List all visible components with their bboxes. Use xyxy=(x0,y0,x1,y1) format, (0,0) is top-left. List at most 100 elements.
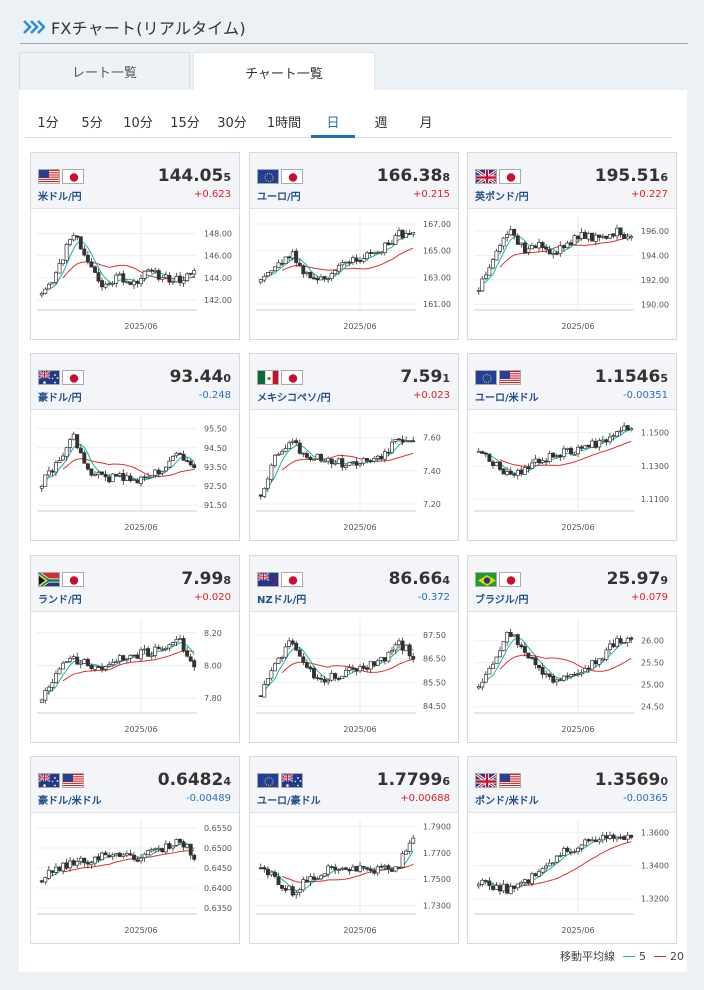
chart-card[interactable]: ユーロ/豪ドル 1.77996 +0.00688 1.7900 1.7700 1.7500… xyxy=(249,756,459,944)
chart-card[interactable]: ユーロ/米ドル 1.15465 -0.00351 1.1500 1.1300 1.1100… xyxy=(467,353,677,541)
candle xyxy=(604,235,609,240)
currency-pair-label[interactable]: 豪ドル/円 xyxy=(38,393,82,404)
currency-flags xyxy=(38,169,84,184)
price-pip-digit: 6 xyxy=(660,171,668,184)
period-tab-30min[interactable]: 30分 xyxy=(217,116,247,131)
candlestick-chart[interactable]: 0.6550 0.6500 0.6450 0.6400 0.6350 2025/06 xyxy=(31,814,239,943)
tab-rate-list[interactable]: レート一覧 xyxy=(19,52,190,90)
period-tab-day[interactable]: 日 xyxy=(311,106,355,138)
chart-card[interactable]: メキシコペソ/円 7.591 +0.023 7.60 7.40 7.20 2025/06 xyxy=(249,353,459,541)
ma20-line xyxy=(281,452,414,471)
candle xyxy=(583,837,588,846)
view-tabs: レート一覧 チャート一覧 xyxy=(19,52,687,92)
candlestick-chart[interactable]: 95.50 94.50 93.50 92.50 91.50 2025/06 xyxy=(31,411,239,540)
chart-card[interactable]: NZドル/円 86.664 -0.372 87.50 86.50 85.50 84.50 20… xyxy=(249,555,459,743)
currency-pair-label[interactable]: 米ドル/円 xyxy=(38,192,82,203)
chart-card[interactable]: 豪ドル/米ドル 0.64824 -0.00489 0.6550 0.6500 0.6450… xyxy=(30,756,240,944)
australia-flag-icon xyxy=(38,370,60,385)
candle xyxy=(146,645,151,657)
candlestick-chart[interactable]: 87.50 86.50 85.50 84.50 2025/06 xyxy=(250,613,458,742)
period-tab-1min[interactable]: 1分 xyxy=(37,116,59,131)
candlestick-chart[interactable]: 196.00 194.00 192.00 190.00 2025/06 xyxy=(468,210,676,339)
candle xyxy=(397,866,401,869)
y-tick-label: 7.40 xyxy=(423,467,441,476)
candle xyxy=(491,257,495,270)
y-tick-label: 192.00 xyxy=(641,276,669,285)
currency-pair-label[interactable]: ブラジル/円 xyxy=(475,595,529,606)
currency-pair-label[interactable]: ポンド/米ドル xyxy=(475,796,539,807)
y-tick-label: 0.6450 xyxy=(204,864,232,873)
candle xyxy=(110,852,115,860)
currency-pair-label[interactable]: メキシコペソ/円 xyxy=(257,393,331,404)
candle xyxy=(283,643,288,660)
candle xyxy=(326,678,331,686)
candle xyxy=(526,878,531,886)
y-tick-label: 1.7700 xyxy=(423,849,451,858)
candlestick-chart[interactable]: 1.3600 1.3400 1.3200 2025/06 xyxy=(468,814,676,943)
candle xyxy=(107,852,112,859)
currency-pair-label[interactable]: ランド/円 xyxy=(38,595,82,606)
candle xyxy=(297,647,302,657)
australia-flag-icon xyxy=(38,773,60,788)
candle xyxy=(171,641,175,647)
candle xyxy=(117,851,122,858)
candle xyxy=(565,240,570,249)
candle xyxy=(600,832,605,844)
candlestick-chart[interactable]: 1.1500 1.1300 1.1100 2025/06 xyxy=(468,411,676,540)
y-tick-label: 93.50 xyxy=(204,463,227,472)
period-tab-5min[interactable]: 5分 xyxy=(81,116,103,131)
candlestick-chart[interactable]: 8.20 8.00 7.80 2025/06 xyxy=(31,613,239,742)
currency-pair-label[interactable]: ユーロ/円 xyxy=(257,192,301,203)
chart-card[interactable]: ブラジル/円 25.979 +0.079 26.00 25.50 25.00 24.50 20… xyxy=(467,555,677,743)
candlestick-chart[interactable]: 148.00 146.00 144.00 142.00 2025/06 xyxy=(31,210,239,339)
candle xyxy=(491,661,495,670)
candle xyxy=(519,642,524,649)
candle xyxy=(163,271,168,279)
candle xyxy=(312,458,316,461)
price-pip-digit: 0 xyxy=(223,372,231,385)
candle xyxy=(308,664,313,673)
candle xyxy=(501,236,506,250)
candlestick-chart[interactable]: 1.7900 1.7700 1.7500 1.7300 2025/06 xyxy=(250,814,458,943)
ma20-line xyxy=(62,850,195,873)
candlestick-chart[interactable]: 26.00 25.50 25.00 24.50 2025/06 xyxy=(468,613,676,742)
currency-pair-label[interactable]: 豪ドル/米ドル xyxy=(38,796,102,807)
candle xyxy=(64,242,69,264)
chart-card[interactable]: ランド/円 7.998 +0.020 8.20 8.00 7.80 2025/06 xyxy=(30,555,240,743)
currency-pair-label[interactable]: NZドル/円 xyxy=(257,595,307,606)
period-tab-month[interactable]: 月 xyxy=(419,116,433,131)
currency-pair-label[interactable]: 英ポンド/円 xyxy=(475,192,529,203)
chart-card[interactable]: ポンド/米ドル 1.35690 -0.00365 1.3600 1.3400 1.3200… xyxy=(467,756,677,944)
candlestick-chart[interactable]: 167.00 165.00 163.00 161.00 2025/06 xyxy=(250,210,458,339)
candle xyxy=(494,248,499,261)
candle xyxy=(181,450,186,461)
candle xyxy=(483,271,488,281)
candle xyxy=(508,225,513,236)
y-tick-label: 87.50 xyxy=(423,631,446,640)
chart-card[interactable]: ユーロ/円 166.388 +0.215 167.00 165.00 163.00 161.… xyxy=(249,152,459,340)
candle xyxy=(89,664,94,672)
chart-card-header: ユーロ/米ドル 1.15465 -0.00351 xyxy=(468,354,676,410)
chart-card[interactable]: 米ドル/円 144.055 +0.623 148.00 146.00 144.00 142.… xyxy=(30,152,240,340)
us-flag-icon xyxy=(38,169,60,184)
candle xyxy=(315,453,320,460)
currency-pair-label[interactable]: ユーロ/米ドル xyxy=(475,393,539,404)
chart-card[interactable]: 豪ドル/円 93.440 -0.248 95.50 94.50 93.50 92.50 91.… xyxy=(30,353,240,541)
candle xyxy=(262,680,267,698)
candle xyxy=(411,652,416,663)
candle xyxy=(103,665,108,672)
period-tab-15min[interactable]: 15分 xyxy=(170,116,200,131)
period-tab-week[interactable]: 週 xyxy=(374,116,388,131)
candlestick-chart[interactable]: 7.60 7.40 7.20 2025/06 xyxy=(250,411,458,540)
period-tab-1hour[interactable]: 1時間 xyxy=(266,116,302,131)
price-pip-digit: 8 xyxy=(442,171,450,184)
candle xyxy=(85,657,90,667)
tab-chart-list[interactable]: チャート一覧 xyxy=(193,52,375,92)
chart-card[interactable]: 英ポンド/円 195.516 +0.227 196.00 194.00 192.00 190… xyxy=(467,152,677,340)
period-tab-10min[interactable]: 10分 xyxy=(123,116,153,131)
currency-pair-label[interactable]: ユーロ/豪ドル xyxy=(257,796,321,807)
candle xyxy=(188,653,193,662)
candle xyxy=(547,672,552,680)
candle xyxy=(407,229,412,235)
price-change: -0.372 xyxy=(417,592,450,603)
